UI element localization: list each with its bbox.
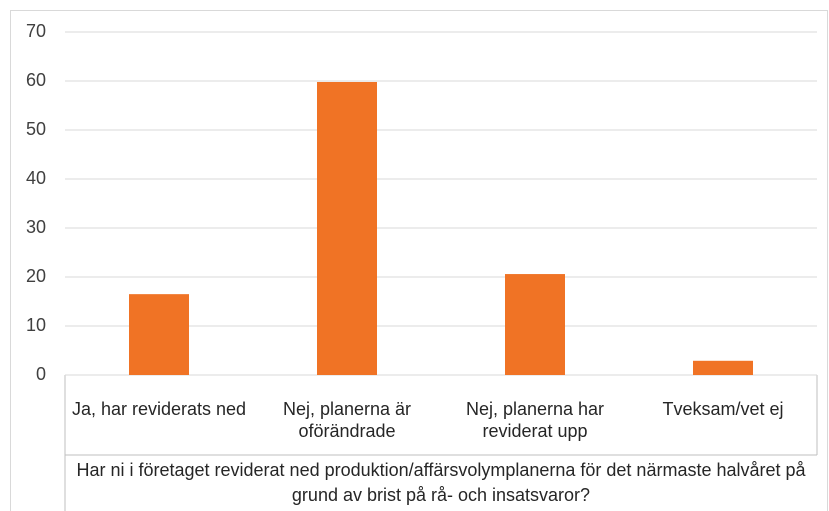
y-tick-label: 20: [26, 266, 46, 286]
chart-frame: [10, 10, 828, 511]
y-tick-label: 0: [36, 364, 46, 384]
x-tick-label: Nej, planerna har reviderat upp: [465, 399, 605, 441]
x-tick-label: Nej, planerna är oförändrade: [282, 399, 412, 441]
bar: [505, 274, 565, 375]
bar: [693, 360, 753, 375]
x-tick-label: Ja, har reviderats ned: [71, 399, 247, 419]
y-tick-label: 30: [26, 217, 46, 237]
y-tick-label: 70: [26, 21, 46, 41]
bar: [317, 81, 377, 375]
y-tick-label: 40: [26, 168, 46, 188]
y-tick-label: 60: [26, 70, 46, 90]
x-tick-label: Tveksam/vet ej: [662, 399, 784, 419]
x-axis-label: Har ni i företaget reviderat ned produkt…: [76, 460, 806, 505]
y-tick-label: 10: [26, 315, 46, 335]
y-tick-label: 50: [26, 119, 46, 139]
bar: [129, 294, 189, 375]
